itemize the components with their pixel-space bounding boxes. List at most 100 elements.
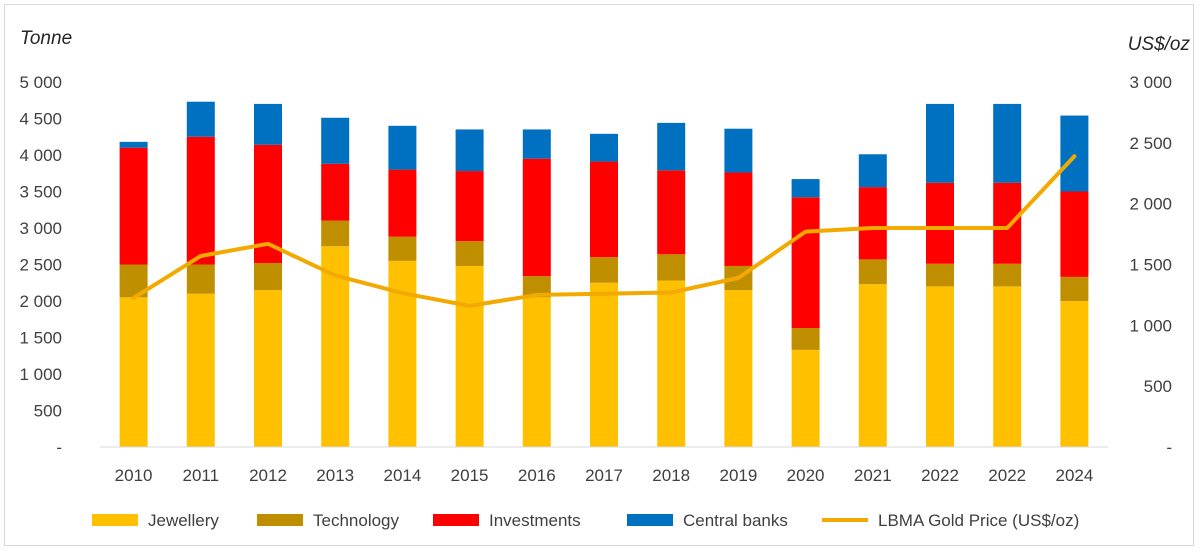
left-tick-label: 2 000 (19, 292, 62, 311)
bar-investments-2011 (186, 136, 215, 265)
x-tick-label: 2016 (518, 466, 556, 485)
bar-jewellery-2015 (455, 265, 484, 447)
bar-central-banks-2024 (1060, 115, 1089, 192)
left-tick-label: 500 (34, 402, 62, 421)
bar-technology-2018 (657, 254, 686, 281)
bar-central-banks-2015 (455, 129, 484, 172)
x-tick-label: 2011 (183, 466, 220, 485)
bar-investments-2017 (590, 161, 618, 258)
bar-central-banks-2014 (388, 125, 417, 170)
left-axis-unit-label: Tonne (20, 28, 72, 49)
right-tick-label: 1 000 (1129, 316, 1172, 335)
x-tick-label: 2020 (787, 466, 825, 485)
bar-investments-2022 (993, 182, 1022, 264)
bar-investments-2015 (455, 171, 484, 242)
bar-central-banks-2021 (858, 154, 887, 188)
right-tick-label: 500 (1144, 377, 1172, 396)
right-axis-unit-label: US$/oz (1128, 34, 1191, 55)
bar-jewellery-2011 (186, 293, 215, 447)
x-tick-label: 2013 (316, 466, 354, 485)
x-tick-label: 2024 (1055, 466, 1093, 485)
bar-investments-2013 (321, 163, 350, 221)
legend-swatch-technology (257, 514, 303, 526)
bar-investments-2016 (522, 158, 551, 277)
bar-jewellery-2016 (522, 297, 551, 447)
bar-jewellery-2020 (791, 349, 820, 447)
x-tick-label: 2021 (854, 466, 892, 485)
bar-central-banks-2018 (657, 122, 686, 171)
left-tick-label: 4 500 (19, 110, 62, 129)
bar-central-banks-2020 (791, 179, 820, 198)
x-tick-label: 2010 (115, 466, 153, 485)
bar-technology-2017 (590, 257, 618, 283)
chart-frame (4, 4, 1194, 546)
bar-central-banks-2016 (522, 129, 551, 159)
legend-label: Investments (489, 511, 581, 530)
bar-investments-2010 (119, 147, 148, 265)
left-tick-label: 3 000 (19, 219, 62, 238)
bar-jewellery-2019 (724, 290, 753, 447)
left-tick-label: 1 000 (19, 365, 62, 384)
bar-jewellery-2017 (590, 282, 618, 447)
bar-central-banks-2019 (724, 128, 753, 173)
bar-investments-2024 (1060, 191, 1089, 277)
legend-label: Central banks (683, 511, 788, 530)
bar-jewellery-2022 (993, 286, 1022, 447)
price-line-group (131, 154, 1077, 308)
x-tick-label: 2018 (652, 466, 690, 485)
right-tick-label: 1 500 (1129, 256, 1172, 275)
left-tick-label: 2 500 (19, 256, 62, 275)
bar-central-banks-2011 (186, 101, 215, 137)
bar-central-banks-2013 (321, 117, 350, 164)
bar-central-banks-2017 (590, 133, 618, 162)
bar-jewellery-2018 (657, 280, 686, 447)
x-tick-label: 2022 (921, 466, 959, 485)
bar-jewellery-2021 (858, 284, 887, 447)
bar-jewellery-2022 (926, 286, 954, 447)
legend: Jewellery Technology Investments Central ba… (92, 511, 1079, 530)
right-tick-label: 2 000 (1129, 195, 1172, 214)
bar-investments-2014 (388, 169, 417, 237)
bar-investments-2021 (858, 187, 887, 260)
bar-technology-2012 (254, 263, 282, 291)
bar-investments-2020 (791, 197, 820, 329)
bar-investments-2018 (657, 170, 686, 255)
bar-central-banks-2012 (254, 103, 282, 145)
bar-central-banks-2022 (993, 103, 1022, 183)
bar-jewellery-2010 (119, 297, 148, 447)
legend-swatch-central-banks (627, 514, 673, 526)
x-tick-label: 2022 (988, 466, 1026, 485)
x-tick-label: 2019 (719, 466, 757, 485)
bar-technology-2021 (858, 259, 887, 285)
legend-swatch-investments (433, 514, 479, 526)
left-tick-label: - (56, 438, 62, 457)
right-tick-label: 3 000 (1129, 73, 1172, 92)
bar-technology-2015 (455, 241, 484, 266)
right-tick-label: - (1166, 438, 1172, 457)
x-tick-label: 2012 (249, 466, 287, 485)
x-tick-label: 2015 (451, 466, 489, 485)
bar-technology-2024 (1060, 276, 1089, 301)
bar-technology-2014 (388, 236, 417, 261)
bars-group (119, 101, 1089, 447)
axes-group: - 500 1 000 1 500 2 000 2 500 3 000 3 500 4 000 4… (19, 73, 1172, 485)
bar-central-banks-2010 (119, 141, 148, 148)
left-tick-label: 3 500 (19, 183, 62, 202)
bar-investments-2022 (926, 182, 954, 264)
left-tick-label: 5 000 (19, 73, 62, 92)
legend-label: LBMA Gold Price (US$/oz) (878, 511, 1079, 530)
right-tick-label: 2 500 (1129, 134, 1172, 153)
bar-technology-2016 (522, 276, 551, 298)
left-tick-label: 4 000 (19, 146, 62, 165)
bar-technology-2022 (993, 263, 1022, 287)
bar-technology-2013 (321, 220, 350, 247)
x-tick-label: 2017 (585, 466, 623, 485)
bar-technology-2020 (791, 328, 820, 350)
bar-investments-2019 (724, 172, 753, 266)
bar-central-banks-2022 (926, 103, 954, 183)
legend-swatch-jewellery (92, 514, 138, 526)
legend-label: Jewellery (148, 511, 219, 530)
left-tick-label: 1 500 (19, 329, 62, 348)
bar-jewellery-2024 (1060, 301, 1089, 447)
